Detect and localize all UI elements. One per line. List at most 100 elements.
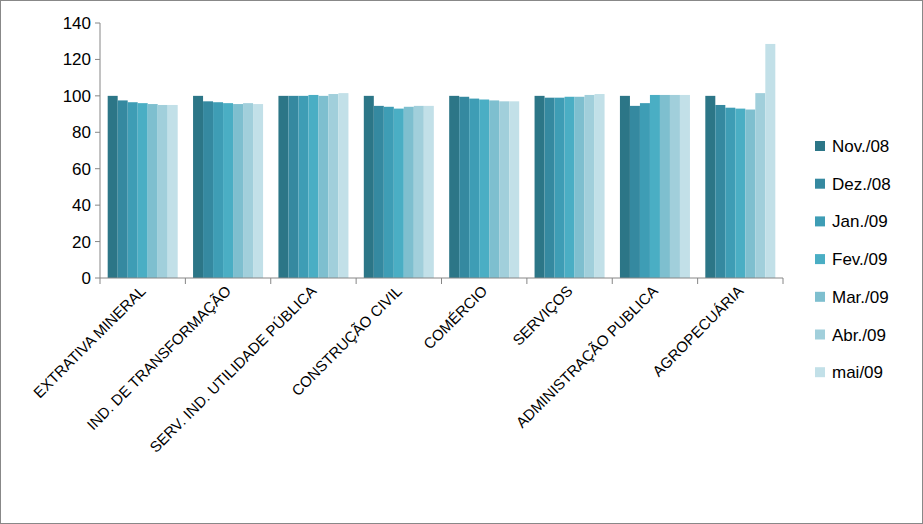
bar bbox=[128, 102, 138, 278]
bar bbox=[318, 96, 328, 278]
legend-swatch bbox=[815, 179, 825, 189]
bar bbox=[459, 97, 469, 278]
y-tick bbox=[95, 132, 100, 133]
bar bbox=[213, 102, 223, 278]
bar bbox=[499, 101, 509, 278]
bar bbox=[735, 109, 745, 278]
x-tick bbox=[697, 278, 698, 284]
bar bbox=[168, 105, 178, 278]
chart-frame bbox=[1, 1, 923, 524]
y-tick bbox=[95, 205, 100, 206]
bar bbox=[394, 109, 404, 278]
x-tick-label: SERVIÇOS bbox=[509, 282, 576, 349]
y-tick bbox=[95, 168, 100, 169]
bar bbox=[469, 99, 479, 278]
bar bbox=[374, 106, 384, 278]
legend-label: Jan./09 bbox=[832, 212, 888, 231]
bar bbox=[745, 110, 755, 278]
x-tick bbox=[185, 278, 186, 284]
bar bbox=[660, 95, 670, 278]
bar bbox=[479, 100, 489, 279]
legend-label: mai/09 bbox=[832, 363, 883, 382]
y-tick-label: 40 bbox=[72, 196, 91, 215]
x-tick bbox=[783, 278, 784, 284]
bar bbox=[545, 98, 555, 278]
legend-swatch bbox=[815, 254, 825, 264]
legend-label: Mar./09 bbox=[832, 288, 889, 307]
y-tick-label: 120 bbox=[63, 50, 91, 69]
bar bbox=[384, 107, 394, 278]
y-tick-label: 20 bbox=[72, 233, 91, 252]
x-tick bbox=[356, 278, 357, 284]
x-tick bbox=[100, 278, 101, 284]
bar bbox=[535, 96, 545, 278]
bar bbox=[424, 106, 434, 278]
legend-label: Fev./09 bbox=[832, 250, 887, 269]
legend-swatch bbox=[815, 292, 825, 302]
x-tick bbox=[441, 278, 442, 284]
legend-label: Nov./08 bbox=[832, 137, 889, 156]
bar bbox=[338, 93, 348, 278]
legend-swatch bbox=[815, 330, 825, 340]
y-tick bbox=[95, 241, 100, 242]
bar bbox=[509, 101, 519, 278]
bar bbox=[233, 104, 243, 278]
y-tick-label: 80 bbox=[72, 123, 91, 142]
y-tick bbox=[95, 278, 100, 279]
legend-swatch bbox=[815, 216, 825, 226]
bar bbox=[555, 98, 565, 278]
bar bbox=[640, 103, 650, 278]
bar bbox=[278, 96, 288, 278]
y-tick bbox=[95, 59, 100, 60]
y-tick-label: 0 bbox=[82, 269, 91, 288]
legend-swatch bbox=[815, 141, 825, 151]
x-tick-label: AGROPECUÁRIA bbox=[649, 282, 746, 379]
bar bbox=[449, 96, 459, 278]
y-axis bbox=[100, 23, 101, 278]
bar bbox=[298, 96, 308, 278]
chart: 020406080100120140EXTRATIVA MINERALIND. … bbox=[0, 0, 923, 524]
bar bbox=[670, 95, 680, 278]
bar bbox=[108, 96, 118, 278]
bar bbox=[328, 94, 338, 278]
legend-swatch bbox=[815, 367, 825, 377]
bar bbox=[765, 44, 775, 278]
bar bbox=[565, 97, 575, 278]
bar bbox=[620, 96, 630, 278]
bar bbox=[288, 96, 298, 278]
bar bbox=[575, 97, 585, 278]
bar bbox=[253, 104, 263, 278]
bar bbox=[585, 95, 595, 278]
bar bbox=[158, 105, 168, 278]
y-tick-label: 140 bbox=[63, 14, 91, 33]
x-tick-label: CONSTRUÇÃO CIVIL bbox=[288, 282, 405, 399]
bar bbox=[243, 103, 253, 278]
bar bbox=[148, 104, 158, 278]
bar bbox=[364, 96, 374, 278]
bar bbox=[404, 107, 414, 278]
bar bbox=[755, 93, 765, 278]
bar bbox=[308, 95, 318, 278]
bar bbox=[650, 95, 660, 278]
bar bbox=[595, 94, 605, 278]
y-tick bbox=[95, 95, 100, 96]
bar bbox=[489, 100, 499, 278]
bar bbox=[715, 105, 725, 278]
x-tick bbox=[526, 278, 527, 284]
bar bbox=[680, 95, 690, 278]
bar bbox=[138, 103, 148, 278]
bar bbox=[414, 106, 424, 278]
y-tick bbox=[95, 23, 100, 24]
bar bbox=[630, 106, 640, 278]
y-tick-label: 60 bbox=[72, 160, 91, 179]
x-tick-label: COMÉRCIO bbox=[420, 282, 490, 352]
x-tick-label: IND. DE TRANSFORMAÇÃO bbox=[83, 282, 234, 433]
x-tick-label: ADMINISTRAÇÃO PUBLICA bbox=[512, 282, 661, 431]
x-tick-label: SERV. IND. UTILIDADE PÚBLICA bbox=[146, 282, 320, 456]
legend-label: Dez./08 bbox=[832, 175, 891, 194]
bar bbox=[203, 101, 213, 278]
bar bbox=[705, 96, 715, 278]
bar bbox=[118, 100, 128, 278]
bars bbox=[108, 44, 776, 278]
x-tick bbox=[270, 278, 271, 284]
